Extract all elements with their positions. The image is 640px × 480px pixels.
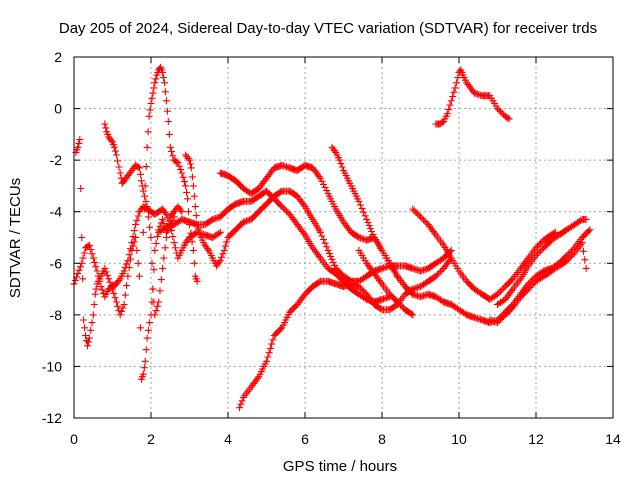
series-marks bbox=[486, 239, 590, 327]
series-marks bbox=[139, 63, 201, 285]
series-arc-12 bbox=[355, 246, 417, 319]
ticks: 0 2 4 6 8 10 12 14 -12 -10 -8 -6 -4 -2 0 2 bbox=[42, 49, 621, 447]
x-tick-label: 2 bbox=[147, 431, 155, 447]
series-marks bbox=[236, 254, 455, 412]
y-tick-label: -8 bbox=[50, 307, 63, 323]
y-tick-label: 0 bbox=[54, 101, 62, 117]
x-tick-label: 0 bbox=[70, 431, 78, 447]
series-marks bbox=[355, 246, 417, 319]
x-tick-label: 4 bbox=[224, 431, 232, 447]
plot-area bbox=[70, 63, 594, 412]
series-marks bbox=[432, 66, 513, 128]
series-arc-4 bbox=[139, 63, 201, 285]
y-axis-label: SDTVAR / TECUs bbox=[7, 178, 24, 298]
plot-frame bbox=[73, 56, 614, 419]
series-marks bbox=[155, 187, 394, 306]
x-tick-label: 14 bbox=[605, 431, 621, 447]
series-marks bbox=[494, 215, 590, 309]
y-tick-label: -4 bbox=[50, 204, 63, 220]
series-arc-14 bbox=[494, 215, 590, 309]
y-tick-label: -2 bbox=[50, 152, 63, 168]
series-arc-10 bbox=[409, 205, 559, 303]
y-tick-label: -10 bbox=[42, 358, 62, 374]
series-marks bbox=[409, 205, 559, 303]
x-tick-label: 12 bbox=[528, 431, 544, 447]
series-arc-8 bbox=[155, 187, 394, 306]
series-arc-11 bbox=[432, 66, 513, 128]
x-tick-label: 8 bbox=[378, 431, 386, 447]
y-tick-label: -12 bbox=[42, 410, 62, 426]
x-tick-label: 10 bbox=[451, 431, 467, 447]
x-axis-label: GPS time / hours bbox=[283, 458, 397, 475]
y-tick-label: 2 bbox=[54, 49, 62, 65]
y-tick-label: -6 bbox=[50, 255, 63, 271]
series-arc-3 bbox=[101, 120, 186, 319]
series-marks bbox=[101, 120, 186, 319]
series-arc-13 bbox=[486, 239, 590, 327]
chart-title: Day 205 of 2024, Sidereal Day-to-day VTE… bbox=[59, 20, 597, 37]
series-arc-7 bbox=[236, 254, 455, 412]
x-tick-label: 6 bbox=[301, 431, 309, 447]
